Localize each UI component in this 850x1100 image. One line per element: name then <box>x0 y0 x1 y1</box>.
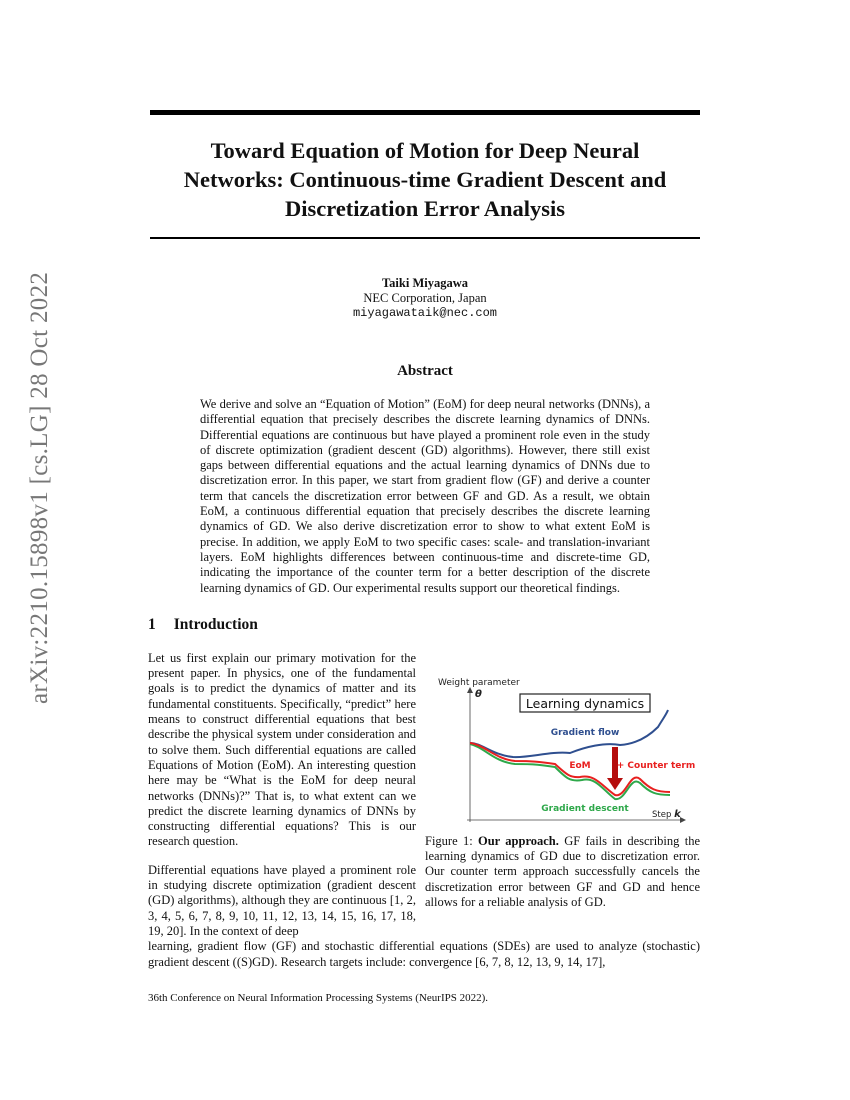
paper-title: Toward Equation of Motion for Deep Neura… <box>140 136 710 223</box>
author-block: Taiki Miyagawa NEC Corporation, Japan mi… <box>150 276 700 321</box>
intro-paragraph-2: Differential equations have played a pro… <box>148 862 416 938</box>
theta-label: θ <box>475 689 482 700</box>
learning-dynamics-box <box>519 693 651 713</box>
counter-term-label: + Counter term <box>617 761 695 771</box>
introduction: Let us first explain our primary motivat… <box>148 651 700 970</box>
gradient-descent-label: Gradient descent <box>541 804 629 814</box>
counter-term-arrow-icon <box>607 777 623 790</box>
gradient-flow-label: Gradient flow <box>551 728 620 738</box>
section-heading: 1 Introduction <box>148 616 700 634</box>
intro-paragraph-2-continued: learning, gradient flow (GF) and stochas… <box>148 939 700 969</box>
footer-note: 36th Conference on Neural Information Pr… <box>148 991 489 1004</box>
title-line: Discretization Error Analysis <box>285 196 565 221</box>
y-axis-arrow-icon <box>467 686 473 693</box>
figure-1-diagram: Weight parameter θ Learning dynamics Gra… <box>438 678 695 823</box>
y-axis-label: Weight parameter <box>438 678 520 688</box>
gradient-flow-curve <box>469 709 669 758</box>
intro-left-column: Let us first explain our primary motivat… <box>148 651 416 939</box>
abstract-heading: Abstract <box>397 363 453 379</box>
eom-label: EoM <box>569 761 590 771</box>
arxiv-stamp: arXiv:2210.15898v1 [cs.LG] 28 Oct 2022 <box>26 271 53 704</box>
title-line: Networks: Continuous-time Gradient Desce… <box>183 167 667 192</box>
counter-term-arrow-shaft <box>612 746 618 779</box>
section-title: Introduction <box>173 615 258 633</box>
eom-curve <box>469 741 671 796</box>
gradient-descent-curve <box>469 742 671 800</box>
x-axis-label: Step k <box>652 809 682 820</box>
title-rule <box>150 237 700 239</box>
section-number: 1 <box>148 615 156 633</box>
top-rule <box>150 110 700 115</box>
learning-dynamics-label: Learning dynamics <box>526 696 644 711</box>
author-email: miyagawataik@nec.com <box>352 306 498 320</box>
author-name: Taiki Miyagawa <box>381 276 468 290</box>
title-line: Toward Equation of Motion for Deep Neura… <box>210 138 640 163</box>
abstract-text: We derive and solve an “Equation of Moti… <box>200 397 650 595</box>
x-axis-arrow-icon <box>680 816 686 823</box>
figure-1-caption: Figure 1: Our approach. GF fails in desc… <box>425 833 700 910</box>
body-flow: We derive and solve an “Equation of Moti… <box>148 397 700 1004</box>
intro-paragraph-1: Let us first explain our primary motivat… <box>148 650 416 849</box>
author-affiliation: NEC Corporation, Japan <box>363 291 487 305</box>
